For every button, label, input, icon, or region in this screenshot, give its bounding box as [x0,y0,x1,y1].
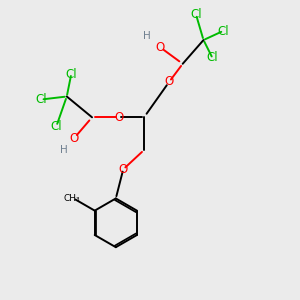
Text: O: O [118,163,128,176]
Text: Cl: Cl [217,25,229,38]
Text: O: O [165,75,174,88]
Text: CH₃: CH₃ [64,194,80,202]
Text: H: H [60,145,68,155]
Text: O: O [156,41,165,54]
Text: H: H [143,31,151,40]
Text: Cl: Cl [36,93,47,106]
Text: Cl: Cl [65,68,77,81]
Text: O: O [114,111,123,124]
Text: O: O [70,132,79,145]
Text: Cl: Cl [207,51,218,64]
Text: Cl: Cl [51,120,62,133]
Text: Cl: Cl [190,8,202,21]
